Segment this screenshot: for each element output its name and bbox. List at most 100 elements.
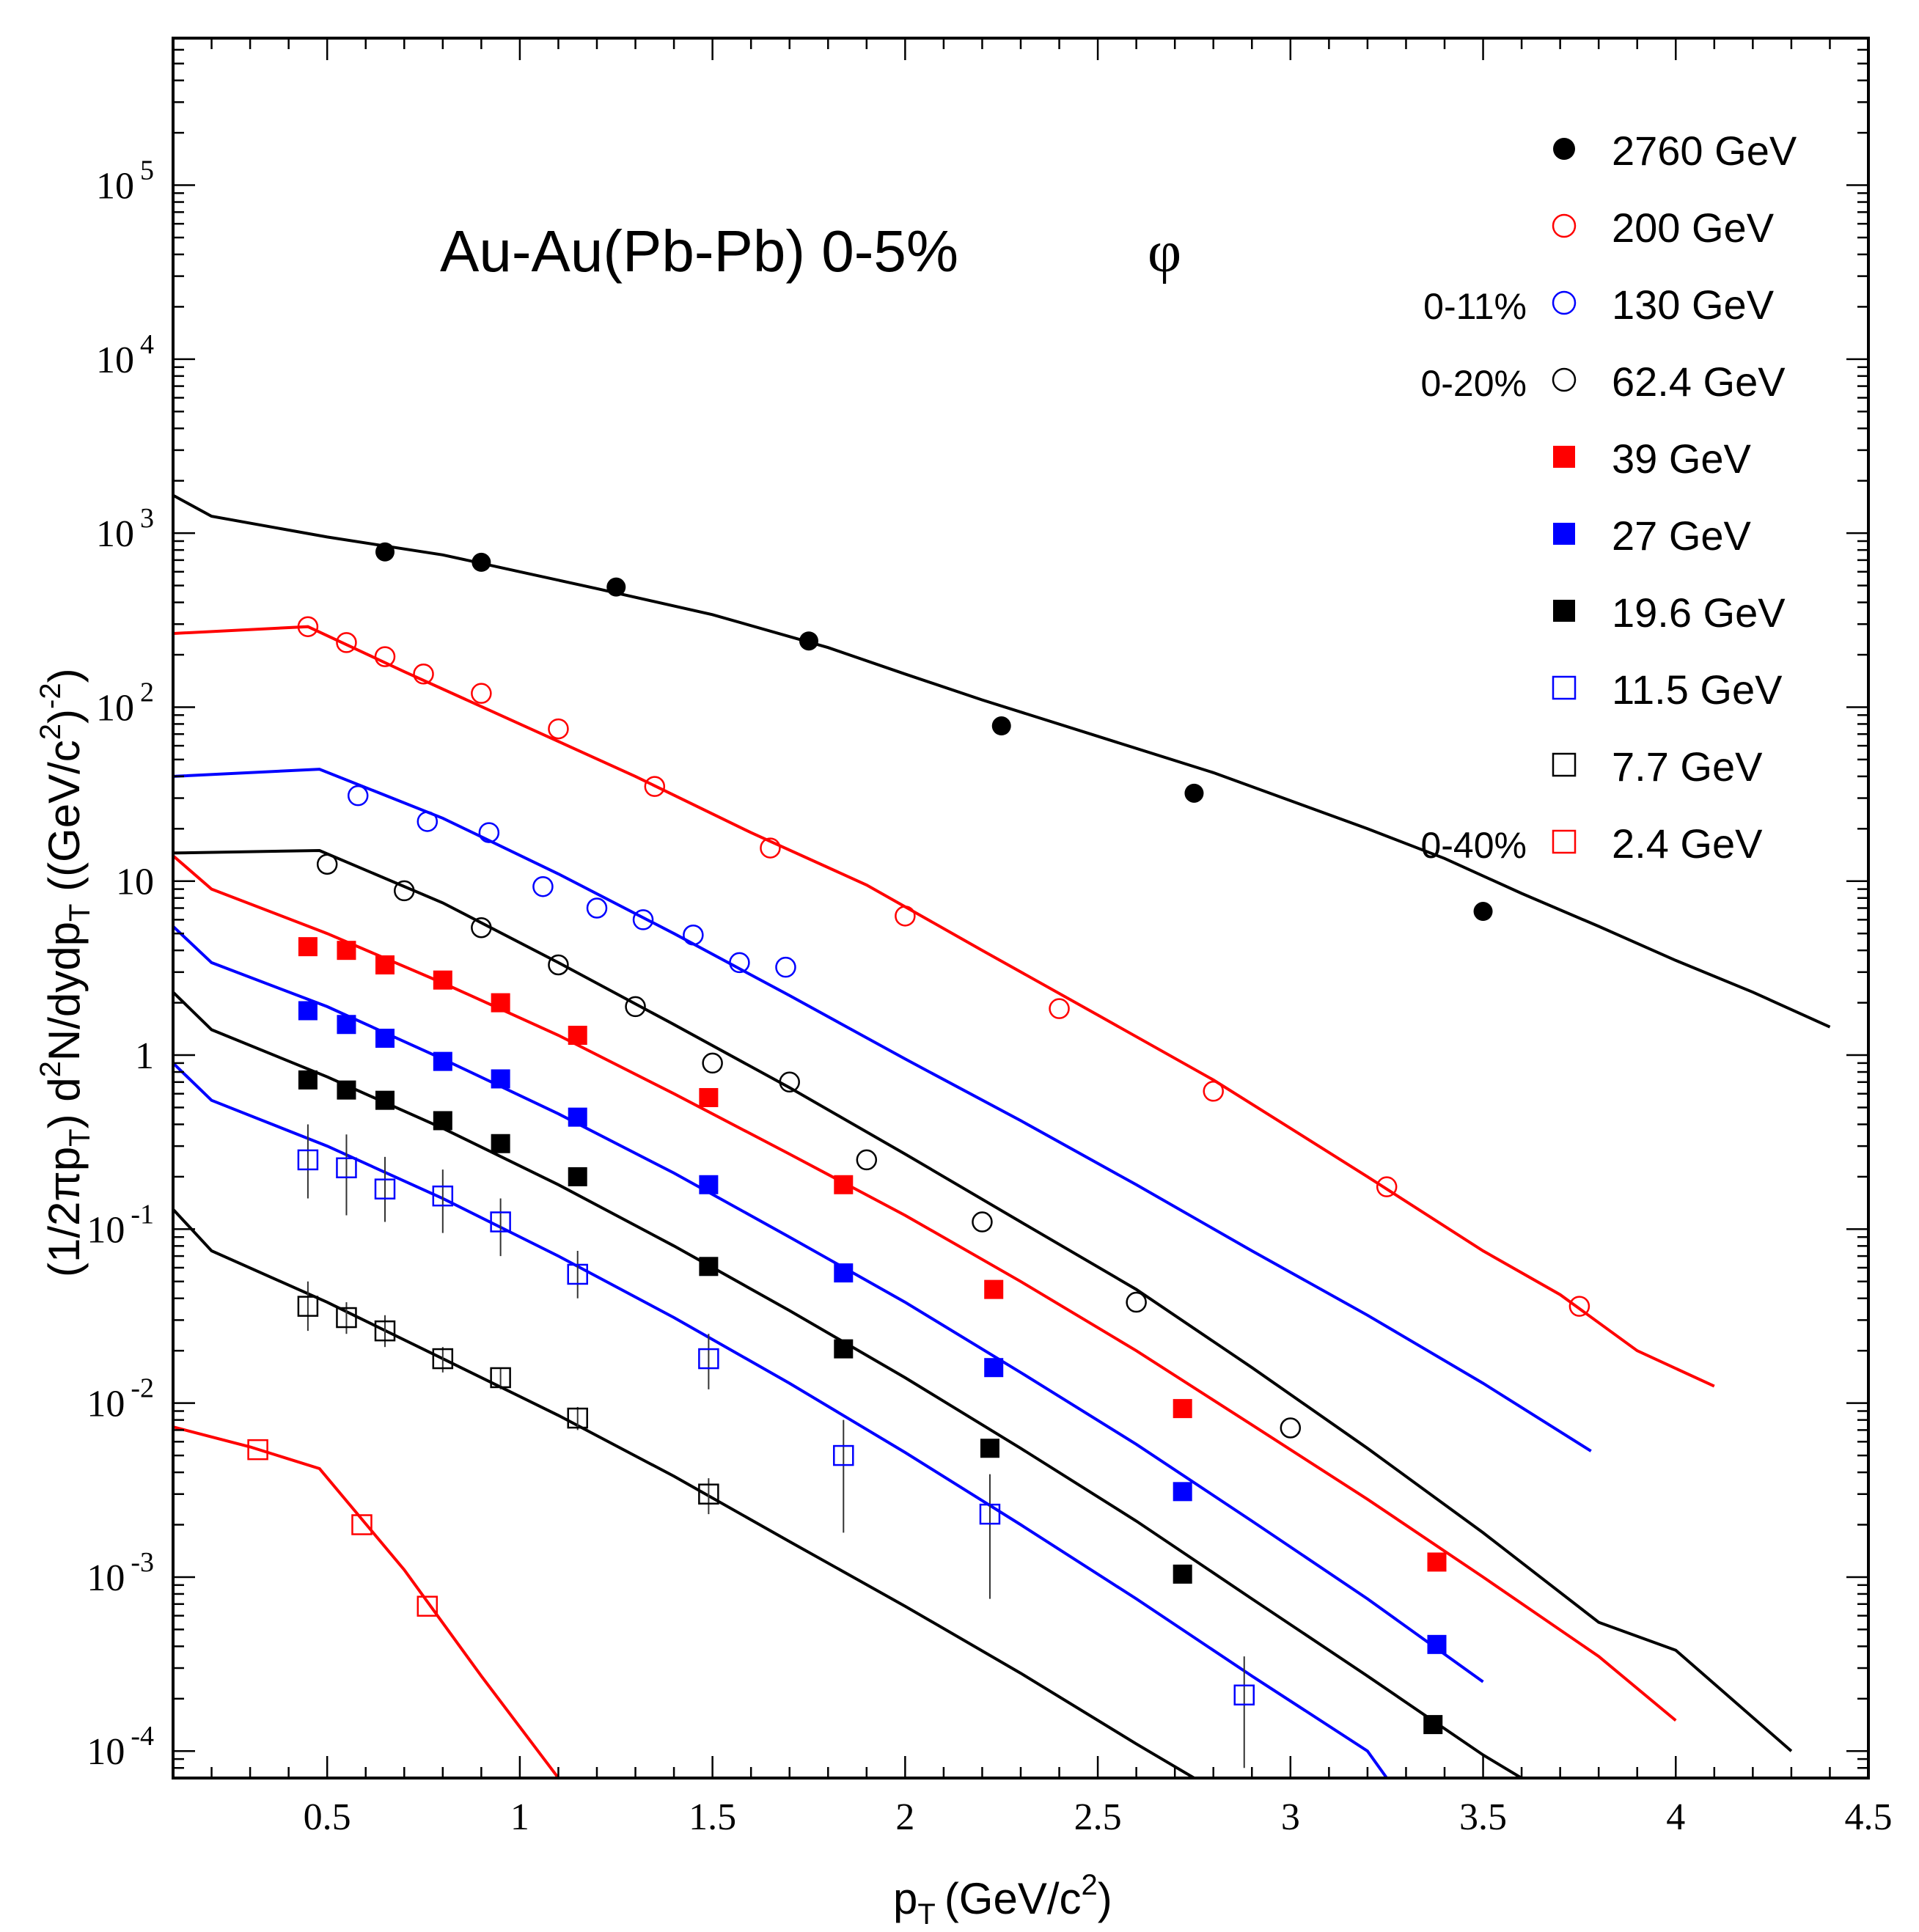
curve-130-gev bbox=[173, 768, 1592, 1452]
y-tick-label: 1 bbox=[135, 1035, 154, 1077]
data-point bbox=[729, 952, 750, 974]
data-point bbox=[432, 1348, 454, 1370]
x-tick-label: 2 bbox=[895, 1796, 914, 1838]
legend-marker bbox=[1552, 829, 1577, 854]
data-point bbox=[336, 1307, 357, 1329]
legend-marker bbox=[1552, 290, 1577, 315]
legend-label: 200 GeV bbox=[1612, 205, 1775, 251]
y-tick-label: 10 -4 bbox=[87, 1721, 154, 1773]
legend-label: 130 GeV bbox=[1612, 282, 1775, 328]
data-point bbox=[374, 1178, 396, 1200]
data-point bbox=[375, 542, 395, 562]
data-point bbox=[1173, 1482, 1192, 1502]
data-point bbox=[698, 1483, 719, 1505]
curve-27-gev bbox=[173, 925, 1484, 1683]
data-point bbox=[491, 1134, 510, 1153]
centrality-note: 0-20% bbox=[1420, 363, 1527, 404]
data-point bbox=[548, 954, 569, 976]
x-tick-label: 3 bbox=[1281, 1796, 1300, 1838]
data-point bbox=[478, 822, 500, 843]
data-point bbox=[298, 1070, 318, 1090]
data-markers bbox=[247, 542, 1590, 1735]
legend-label: 11.5 GeV bbox=[1612, 666, 1783, 713]
data-point bbox=[490, 1211, 511, 1233]
centrality-note: 0-11% bbox=[1423, 286, 1527, 327]
data-point bbox=[297, 616, 319, 637]
data-point bbox=[347, 785, 369, 807]
data-point bbox=[586, 897, 608, 919]
x-tick-label: 4 bbox=[1666, 1796, 1685, 1838]
data-point bbox=[1233, 1684, 1255, 1706]
data-point bbox=[351, 1514, 373, 1535]
data-point bbox=[980, 1439, 999, 1458]
data-point bbox=[856, 1149, 878, 1171]
data-point bbox=[833, 1444, 854, 1466]
data-point bbox=[532, 875, 554, 897]
chart-title: Au-Au(Pb-Pb) 0-5% bbox=[440, 218, 958, 284]
data-point bbox=[337, 941, 356, 961]
data-point bbox=[298, 937, 318, 957]
data-point bbox=[568, 1167, 587, 1186]
data-point bbox=[432, 1185, 454, 1207]
data-point bbox=[297, 1149, 319, 1171]
data-point bbox=[1427, 1552, 1447, 1572]
data-point bbox=[568, 1026, 587, 1046]
curve-62.4-gev bbox=[173, 848, 1793, 1752]
curve-2.4-gev bbox=[173, 1425, 560, 1778]
legend-marker bbox=[1552, 213, 1577, 238]
data-point bbox=[799, 631, 818, 651]
curve-39-gev bbox=[173, 854, 1677, 1722]
data-point bbox=[567, 1407, 588, 1429]
data-point bbox=[433, 1111, 452, 1131]
legend-label: 62.4 GeV bbox=[1612, 359, 1786, 405]
y-tick-label: 10 3 bbox=[96, 503, 154, 555]
x-tick-label: 2.5 bbox=[1074, 1796, 1122, 1838]
data-point bbox=[1423, 1715, 1443, 1735]
centrality-note: 0-40% bbox=[1420, 825, 1527, 866]
data-point bbox=[1280, 1417, 1302, 1439]
data-point bbox=[337, 1080, 356, 1100]
data-point bbox=[979, 1503, 1001, 1525]
data-point bbox=[413, 664, 434, 685]
particle-symbol: φ bbox=[1148, 220, 1181, 284]
axis-ticks bbox=[172, 37, 1868, 1779]
curve-11.5-gev bbox=[173, 1062, 1388, 1778]
x-tick-label: 1.5 bbox=[689, 1796, 736, 1838]
x-tick-label: 4.5 bbox=[1845, 1796, 1893, 1838]
data-point bbox=[433, 1051, 452, 1071]
data-point bbox=[336, 632, 357, 653]
model-curves bbox=[173, 493, 1831, 1778]
legend-marker bbox=[1553, 138, 1575, 160]
data-point bbox=[644, 776, 666, 797]
data-point bbox=[895, 906, 916, 927]
curve-200-gev bbox=[173, 625, 1715, 1388]
y-tick-label: 10 -3 bbox=[87, 1547, 154, 1599]
legend-label: 39 GeV bbox=[1612, 436, 1752, 482]
legend-label: 19.6 GeV bbox=[1612, 589, 1786, 636]
data-point bbox=[375, 1029, 395, 1048]
legend-label: 7.7 GeV bbox=[1612, 743, 1763, 790]
data-point bbox=[337, 1015, 356, 1035]
data-point bbox=[297, 1296, 319, 1317]
data-point bbox=[834, 1175, 854, 1194]
data-point bbox=[548, 718, 569, 740]
legend-label: 2760 GeV bbox=[1612, 128, 1797, 174]
data-point bbox=[834, 1263, 854, 1283]
data-point bbox=[984, 1279, 1004, 1299]
data-point bbox=[698, 1348, 719, 1370]
y-tick-label: 10 5 bbox=[96, 155, 154, 207]
legend-label: 2.4 GeV bbox=[1612, 820, 1763, 867]
data-point bbox=[775, 956, 796, 978]
data-point bbox=[298, 1001, 318, 1021]
data-point bbox=[567, 1263, 588, 1285]
data-point bbox=[699, 1087, 719, 1107]
x-axis-label: pT (GeV/c2) bbox=[893, 1869, 1112, 1931]
data-point bbox=[1173, 1399, 1192, 1419]
data-point bbox=[433, 970, 452, 990]
y-tick-label: 10 4 bbox=[96, 329, 154, 381]
data-point bbox=[1568, 1296, 1590, 1317]
legend-marker bbox=[1553, 446, 1575, 468]
data-point bbox=[991, 716, 1011, 736]
